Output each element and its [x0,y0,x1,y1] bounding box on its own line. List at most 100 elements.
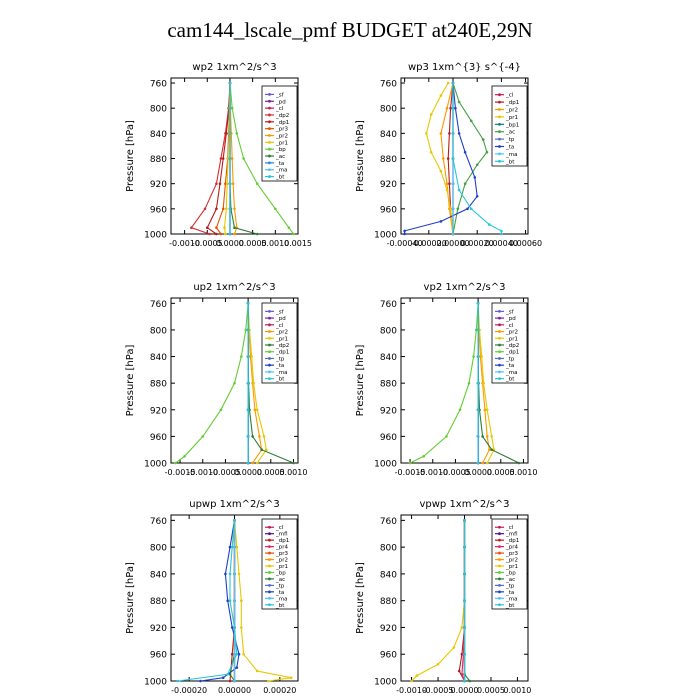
data-point [233,207,236,211]
y-tick-label: 920 [150,180,167,190]
data-point [429,150,433,154]
legend-marker [498,350,501,354]
data-point [262,435,266,438]
y-tick-label: 920 [380,406,397,416]
legend-marker [498,137,501,141]
legend-label: _dp2 [505,343,519,349]
data-point [449,106,452,110]
legend-marker [498,343,501,347]
data-point [201,435,205,438]
legend-marker [498,363,501,367]
data-point [235,545,239,549]
legend-marker [268,571,271,574]
legend-marker [268,323,271,327]
legend-label: _pr2 [505,558,518,564]
legend-marker [268,583,271,587]
data-point [476,461,480,465]
data-point [488,448,491,452]
y-tick-label: 880 [380,380,397,390]
legend-marker [268,134,271,137]
legend-marker [498,309,501,313]
series-line-dp1 [175,303,249,464]
data-point [237,572,241,576]
legend-label: _sf [275,92,285,98]
legend-marker [268,577,271,581]
data-point [451,207,455,211]
legend-marker [268,330,271,333]
legend-label: _dp1 [505,538,519,544]
legend-label: _pr2 [505,330,518,336]
y-tick-label: 760 [380,300,397,310]
data-point [439,169,443,173]
data-point [219,232,223,236]
legend-label: _pr2 [275,330,288,336]
legend-label: _pr2 [275,134,288,140]
y-tick-label: 1000 [144,231,167,241]
data-point [233,545,236,549]
x-tick-label: -0.0010 [187,468,218,477]
legend-marker [498,108,501,111]
legend-label: _dp2 [275,113,289,119]
data-point [174,461,177,465]
data-point [485,150,489,154]
legend-marker [268,377,271,381]
x-tick-label: 0.0005 [487,468,515,477]
y-tick-label: 880 [150,380,167,390]
panel-title: upwp 1xm^2/s^3 [189,499,279,510]
data-point [460,673,464,676]
data-point [215,207,218,211]
legend-label: _dp1 [275,350,289,356]
panel-2: wp3 1xm^{3} s^{-4} Pressure [hPa] 760 800 84… [355,62,542,248]
data-point [226,673,229,676]
y-tick-label: 920 [150,624,167,634]
legend-label: _mfl [505,532,518,538]
legend-label: _ac [275,154,285,160]
data-point [219,157,223,160]
legend-marker [498,564,501,568]
series-line-dp1 [206,82,231,235]
data-point [500,229,503,233]
x-tick-label: 0.00060 [509,239,542,248]
data-point [240,599,243,602]
data-point [230,545,234,549]
y-tick-label: 760 [380,517,397,527]
data-point [463,572,466,576]
data-point [448,182,451,185]
y-tick-label: 840 [380,130,397,140]
data-point [463,519,466,522]
legend-marker [498,590,501,594]
data-point [260,448,264,452]
data-point [176,679,180,683]
plot-frame [170,297,299,464]
x-tick-label: 0.00040 [485,239,518,248]
data-point [190,226,193,229]
legend-label: _pd [505,316,516,322]
legend-marker [498,115,501,119]
legend: _cl_mfl_dp1_pr4_pr3_pr2_pr1_bp_ac_tp_ta_… [491,518,528,610]
data-point [287,226,291,229]
data-point [215,226,218,229]
legend-marker [268,106,271,110]
data-point [457,132,461,135]
data-point [255,232,259,236]
data-point [439,132,443,135]
legend-marker [498,577,501,581]
legend-marker [498,532,501,536]
legend-label: _dp1 [275,538,289,544]
data-point [454,106,457,110]
x-tick-label: -0.0015 [165,468,196,477]
legend-marker [268,551,271,555]
x-tick-label: -0.0005 [423,686,454,695]
data-point [473,176,477,179]
data-point [482,381,485,385]
legend-marker [498,525,501,529]
data-point [476,435,480,438]
x-tick-label: 0.0005 [257,468,285,477]
legend-label: _sf [505,309,515,315]
data-point [289,676,293,679]
legend-box [491,85,528,167]
legend-marker [268,525,271,529]
data-point [445,106,449,110]
data-point [230,106,234,110]
